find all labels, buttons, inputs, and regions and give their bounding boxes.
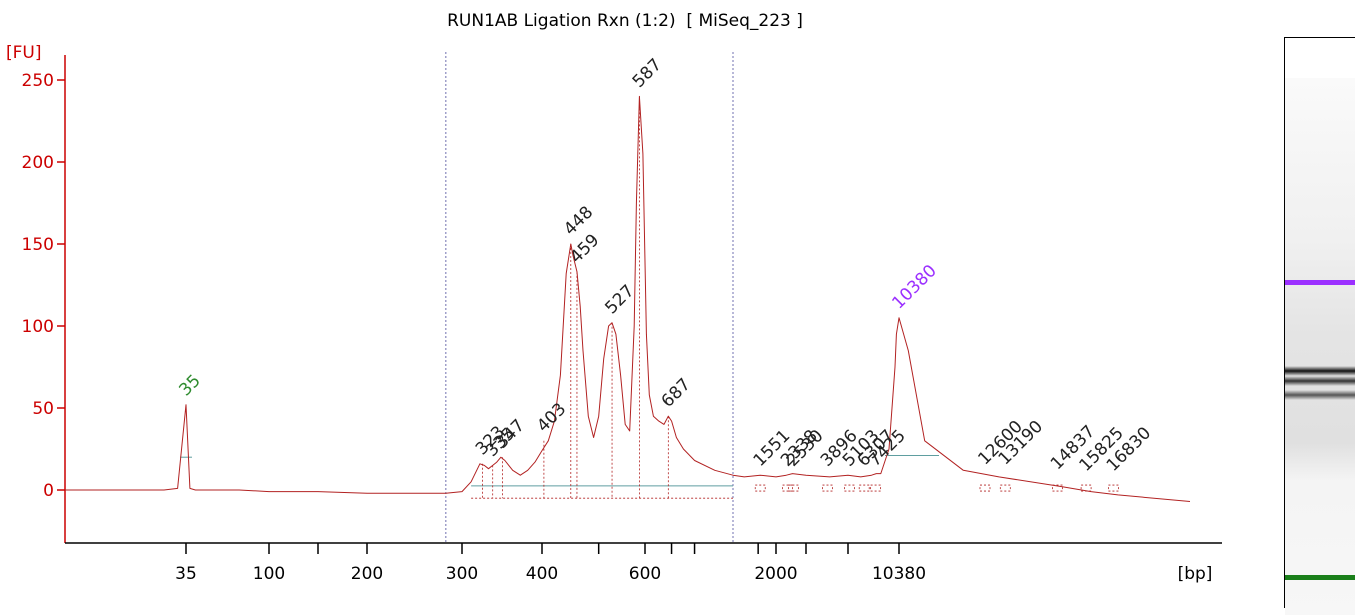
small-peak-box-13190: [999, 484, 1011, 492]
x-tick-label-10380: 10380: [872, 564, 926, 584]
trace-series: [65, 95, 1191, 502]
small-peak-box-12600: [979, 484, 991, 492]
gel-lane: [1285, 78, 1355, 615]
gel-image: [1284, 37, 1355, 615]
small-peak-box-7425: [870, 484, 882, 492]
small-peak-box-14837: [1052, 484, 1063, 492]
peak-area-markers: [180, 96, 1119, 499]
x-tick-label-600: 600: [629, 564, 661, 584]
peak-label-687: 687: [658, 375, 695, 412]
sample-band-2: [1285, 376, 1355, 387]
y-tick-label-250: 250: [22, 71, 54, 91]
peak-label-10380: 10380: [888, 261, 940, 313]
axes: 0 50 100 150 200 250 35 100 200 300 400 600 2000 1038…: [22, 55, 1222, 584]
x-tick-label-200: 200: [351, 564, 383, 584]
y-axis-unit-label: [FU]: [6, 43, 42, 63]
trace-line-1: [65, 95, 1191, 502]
x-axis-unit-label: [bp]: [1178, 564, 1213, 584]
y-tick-label-200: 200: [22, 153, 54, 173]
x-tick-label-2000: 2000: [754, 564, 797, 584]
peak-label-35: 35: [175, 371, 204, 400]
sample-band-1: [1285, 365, 1355, 376]
x-tick-label-400: 400: [526, 564, 558, 584]
upper-marker-band: [1285, 280, 1355, 286]
y-tick-label-50: 50: [32, 399, 54, 419]
y-tick-label-150: 150: [22, 235, 54, 255]
sample-band-3: [1285, 389, 1355, 400]
small-peak-box-6307: [858, 484, 870, 492]
y-tick-label-0: 0: [43, 481, 54, 501]
peak-label-587: 587: [629, 55, 666, 92]
peak-label-403: 403: [533, 399, 570, 436]
small-peak-box-5103: [844, 484, 855, 492]
small-peak-box-2338: [782, 484, 793, 492]
chart-title: RUN1AB Ligation Rxn (1:2) [ MiSeq_223 ]: [447, 11, 803, 31]
y-tick-label-100: 100: [22, 317, 54, 337]
small-peak-box-16830: [1108, 484, 1119, 492]
small-peak-box-2530: [787, 484, 799, 492]
x-tick-label-35: 35: [175, 564, 197, 584]
x-tick-label-100: 100: [253, 564, 285, 584]
electropherogram-plot: RUN1AB Ligation Rxn (1:2) [ MiSeq_223 ] …: [6, 11, 1222, 584]
x-tick-label-300: 300: [446, 564, 478, 584]
small-peak-box-1551: [754, 484, 766, 492]
region-lines: [445, 52, 734, 543]
peak-label-527: 527: [601, 281, 638, 318]
lower-marker-band: [1285, 575, 1355, 581]
small-peak-box-3896: [822, 484, 833, 492]
